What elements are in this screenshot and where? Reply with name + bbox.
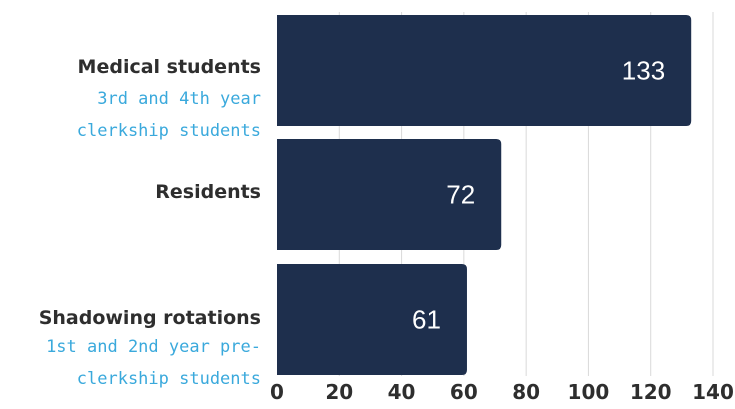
category-subtitle-medical-students-line1: 3rd and 4th year: [97, 89, 261, 109]
value-label-1: 72: [446, 180, 475, 210]
category-subtitle-shadowing-rotations-line2: clerkship students: [76, 369, 261, 389]
x-tick-label-100: 100: [568, 380, 610, 404]
category-label-shadowing-rotations: Shadowing rotations: [38, 307, 261, 329]
bar-2: [277, 264, 467, 375]
x-tick-label-140: 140: [692, 380, 734, 404]
x-tick-label-80: 80: [512, 380, 540, 404]
bars: [277, 15, 692, 375]
x-tick-label-40: 40: [388, 380, 416, 404]
value-labels: 133 72 61: [412, 56, 665, 335]
x-tick-label-0: 0: [270, 380, 284, 404]
x-tick-label-20: 20: [325, 380, 353, 404]
value-label-2: 61: [412, 305, 441, 335]
category-subtitle-medical-students-line2: clerkship students: [76, 121, 261, 141]
x-axis-ticks: 0 20 40 60 80 100 120 140: [270, 380, 734, 404]
value-label-0: 133: [622, 56, 665, 86]
x-tick-label-60: 60: [450, 380, 478, 404]
bar-0: [277, 15, 692, 126]
category-label-residents: Residents: [155, 181, 261, 203]
x-tick-label-120: 120: [630, 380, 672, 404]
category-label-medical-students: Medical students: [77, 56, 261, 78]
category-subtitle-shadowing-rotations-line1: 1st and 2nd year pre-: [46, 337, 261, 357]
bar-1: [277, 139, 502, 250]
